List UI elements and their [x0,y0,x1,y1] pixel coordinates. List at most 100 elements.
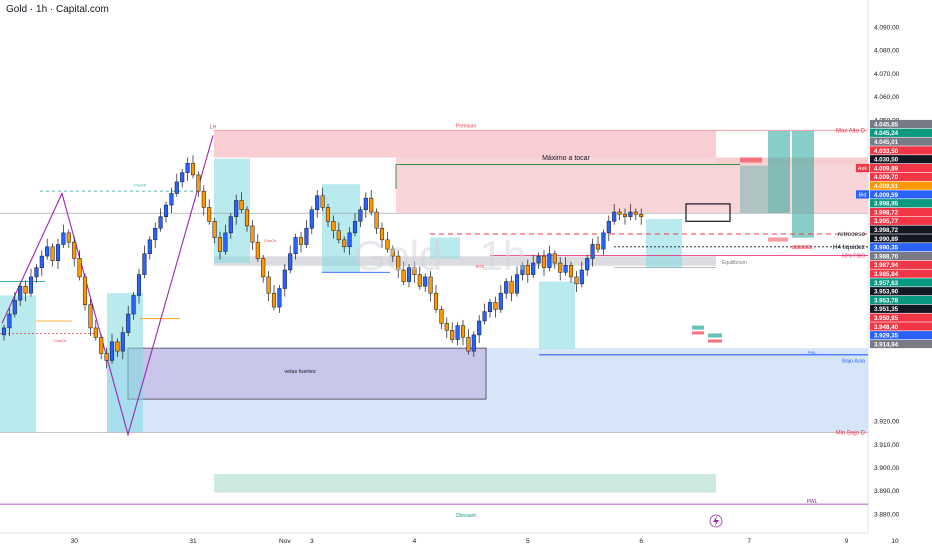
candle [174,173,179,197]
candle [331,215,336,239]
candle-body [66,232,71,243]
candle-body [77,258,82,278]
candle [498,285,503,313]
price-label: 3.914,94 [870,339,932,348]
candle-body [228,216,233,234]
candle-body [93,327,98,338]
candle [228,213,233,239]
candle [574,271,579,293]
candle-body [444,323,449,331]
candle [547,245,552,272]
price-label-bg [870,146,932,155]
price-label: 4.009,59 Bid [856,190,932,199]
candle [406,264,412,288]
price-label-text: 4.045,24 [874,130,899,137]
y-tick-label: 4.060,00 [874,94,900,101]
candle-body [82,276,88,306]
teal-box-0 [0,295,36,433]
candle [390,245,395,262]
choch-label-1: ChoCh [134,183,146,188]
candle-body [412,267,417,275]
price-label-text: 3.950,95 [874,315,899,322]
candle [568,261,574,283]
candle-body [298,237,304,245]
candle [455,322,460,346]
price-label-bg [870,243,932,252]
price-label: 3.988,70 [870,251,932,260]
price-label-text: 3.951,35 [874,306,899,313]
candle-body [428,276,433,294]
candle [185,157,190,181]
candle [541,250,547,276]
candle [433,285,439,313]
candle [261,254,266,283]
candle [120,326,125,360]
x-tick-label: 10 [891,538,899,545]
candle-body [401,269,406,282]
choch-label-3: ChoCh [264,238,276,243]
price-label-bg [870,313,932,322]
price-label: 3.990,35 [870,243,932,252]
candle-body [282,269,287,289]
price-label-text: 3.953,90 [874,289,899,296]
price-label-bg [870,163,932,173]
candle [288,245,293,274]
candle-body [277,288,282,308]
price-label-bg [870,260,932,269]
price-label: 4.045,24 [870,128,932,137]
price-label-bg [870,137,932,146]
candle [39,250,44,276]
choch-label-2: ChoCh [54,338,66,343]
candle [439,305,444,330]
price-label-text: 4.009,59 [874,192,899,199]
trade-box-1 [768,130,790,213]
candle [493,296,498,318]
candle-body [147,239,152,254]
x-tick-label: 30 [71,538,79,545]
min-bajo-label: Min Bajo D [836,430,866,436]
price-label: 4.045,01 [870,137,932,146]
candle [131,292,136,320]
candle-body [622,214,628,217]
candle [477,315,482,344]
velas-fuertes-box [127,347,487,400]
candle [304,220,309,248]
candle [266,271,271,302]
candle-body [190,163,196,176]
candle-body [99,336,104,354]
candle [428,271,433,302]
candle [536,252,541,269]
candle [196,171,201,197]
lightning-icon [709,514,723,528]
price-label-bg [870,278,932,287]
price-label-text: 3.988,70 [874,253,899,260]
price-label: 3.953,90 [870,287,932,296]
price-label-bg [870,190,932,199]
price-label-bg [870,119,932,129]
candle [363,192,368,218]
candle [509,275,514,302]
price-label: 4.009,70 [870,172,932,181]
candle [271,285,277,311]
candle-body [255,241,260,259]
x-tick-label: 7 [747,538,751,545]
candle [77,250,82,281]
candle [320,187,325,211]
price-label: 4.045,85 [870,119,932,129]
candle-body [363,197,368,210]
candle [277,285,282,313]
candle-body [585,258,590,271]
candle [207,199,212,225]
candle [61,224,66,248]
price-label-text: 3.957,63 [874,280,899,287]
candle [282,264,287,297]
price-label-text: 3.953,78 [874,297,899,304]
pwl-label: PWL [807,499,818,505]
candle-body [531,262,536,275]
price-label-text: 3.998,95 [874,201,899,208]
candle [579,261,584,288]
candle [563,257,568,276]
candle-body [471,334,476,352]
price-label-bg [870,128,932,137]
